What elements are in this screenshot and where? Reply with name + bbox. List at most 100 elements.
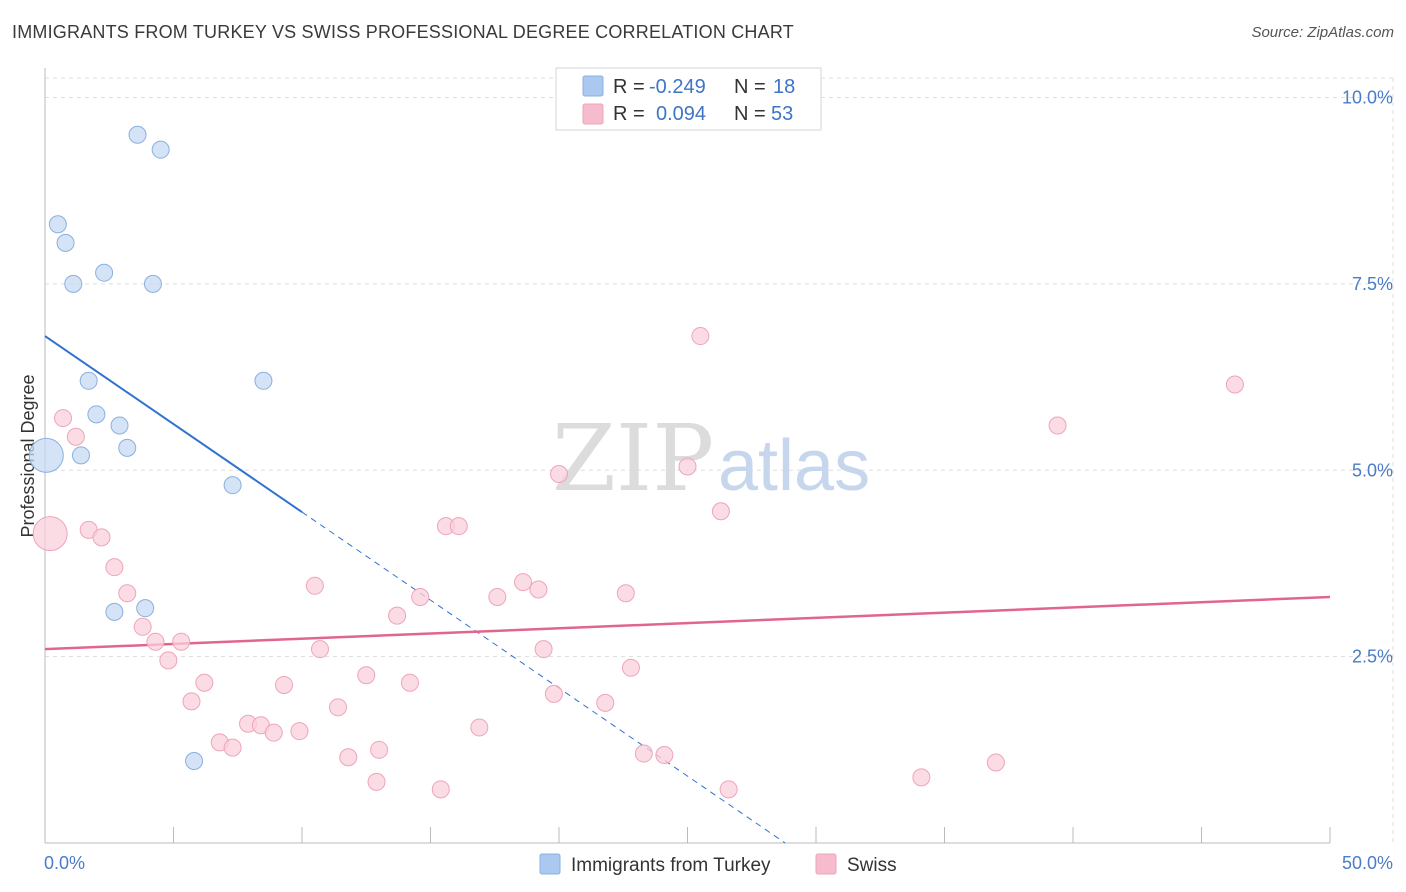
watermark: ZIP atlas — [552, 405, 870, 512]
point-swiss — [53, 409, 72, 428]
series-swiss-points — [32, 327, 1244, 799]
point-swiss — [146, 632, 165, 651]
bottom-legend-label-turkey[interactable]: Immigrants from Turkey — [571, 855, 771, 876]
point-swiss — [223, 738, 242, 757]
bottom-legend: Immigrants from Turkey Swiss — [539, 853, 897, 876]
point-swiss — [92, 528, 111, 547]
point-swiss — [431, 780, 450, 799]
point-swiss — [596, 693, 615, 712]
point-swiss — [634, 744, 653, 763]
point-turkey — [87, 405, 106, 424]
point-turkey — [185, 751, 204, 770]
point-turkey — [223, 476, 242, 495]
point-swiss — [172, 632, 191, 651]
legend-n-value-turkey: 18 — [773, 76, 795, 98]
x-axis-ticks — [44, 827, 1331, 843]
point-swiss — [678, 457, 697, 476]
point-swiss — [719, 780, 738, 799]
source-label: Source: ZipAtlas.com — [1251, 24, 1394, 41]
point-swiss — [159, 651, 178, 670]
point-swiss — [370, 740, 389, 759]
legend-r-label-swiss: R = — [613, 103, 645, 125]
point-swiss — [32, 516, 68, 552]
point-swiss — [118, 584, 137, 603]
legend-box: R = -0.249 N = 18 R = 0.094 N = 53 — [555, 67, 822, 131]
point-turkey — [254, 371, 273, 390]
point-swiss — [400, 673, 419, 692]
point-swiss — [514, 573, 533, 592]
point-turkey — [48, 215, 67, 234]
trend-lines — [44, 335, 1331, 844]
legend-r-value-turkey: -0.249 — [649, 76, 706, 98]
x-tick-label-min: 0.0% — [44, 853, 85, 873]
trend-line-turkey — [44, 335, 303, 513]
legend-r-value-swiss: 0.094 — [656, 103, 706, 125]
point-turkey — [136, 599, 155, 618]
y-tick-label: 2.5% — [1352, 647, 1393, 667]
trend-line-turkey-extension — [301, 511, 786, 844]
legend-n-value-swiss: 53 — [771, 103, 793, 125]
point-turkey — [105, 602, 124, 621]
chart-title: IMMIGRANTS FROM TURKEY VS SWISS PROFESSI… — [12, 22, 794, 42]
bottom-legend-swatch-turkey[interactable] — [539, 853, 561, 875]
point-swiss — [357, 666, 376, 685]
point-turkey — [56, 233, 75, 252]
point-swiss — [367, 772, 386, 791]
point-turkey — [151, 140, 170, 159]
point-swiss — [550, 464, 568, 483]
y-tick-labels: 2.5% 5.0% 7.5% 10.0% — [1342, 88, 1393, 667]
point-swiss — [264, 723, 283, 742]
point-turkey — [28, 437, 64, 473]
point-swiss — [621, 658, 640, 677]
legend-r-label-turkey: R = — [613, 76, 645, 98]
point-swiss — [275, 675, 294, 694]
point-swiss — [691, 327, 710, 346]
point-swiss — [195, 673, 214, 692]
point-turkey — [79, 371, 98, 390]
y-tick-label: 7.5% — [1352, 274, 1393, 294]
bottom-legend-label-swiss[interactable]: Swiss — [847, 855, 897, 876]
legend-n-label-turkey: N = — [734, 76, 766, 98]
point-swiss — [711, 502, 730, 521]
point-swiss — [305, 576, 324, 595]
point-swiss — [529, 580, 548, 599]
point-turkey — [128, 125, 147, 144]
point-swiss — [1225, 375, 1244, 394]
point-swiss — [488, 587, 507, 606]
bottom-legend-swatch-swiss[interactable] — [815, 853, 837, 875]
point-swiss — [105, 558, 124, 577]
legend-n-label-swiss: N = — [734, 103, 766, 125]
point-swiss — [986, 753, 1005, 772]
y-tick-label: 10.0% — [1342, 88, 1393, 108]
point-swiss — [912, 768, 931, 787]
point-swiss — [182, 692, 201, 711]
trend-line-swiss — [44, 595, 1331, 651]
legend-swatch-swiss — [582, 103, 604, 125]
point-swiss — [655, 746, 674, 765]
point-turkey — [64, 274, 83, 293]
point-swiss — [534, 640, 553, 659]
point-swiss — [388, 606, 407, 625]
y-tick-label: 5.0% — [1352, 460, 1393, 480]
point-swiss — [290, 722, 309, 741]
watermark-atlas: atlas — [718, 426, 870, 506]
legend-swatch-turkey — [582, 75, 604, 97]
y-axis-label: Professional Degree — [18, 374, 38, 537]
point-turkey — [143, 274, 162, 293]
point-swiss — [328, 698, 347, 717]
point-swiss — [470, 718, 489, 737]
x-tick-label-max: 50.0% — [1342, 853, 1393, 873]
point-turkey — [118, 438, 137, 457]
point-swiss — [544, 684, 563, 703]
point-swiss — [616, 584, 635, 603]
point-swiss — [1048, 416, 1067, 435]
point-turkey — [95, 263, 114, 282]
point-swiss — [66, 427, 85, 446]
point-turkey — [110, 416, 129, 435]
point-swiss — [310, 640, 329, 659]
point-swiss — [133, 617, 152, 636]
point-swiss — [411, 587, 430, 606]
point-turkey — [71, 446, 90, 465]
series-turkey-points — [28, 125, 273, 770]
